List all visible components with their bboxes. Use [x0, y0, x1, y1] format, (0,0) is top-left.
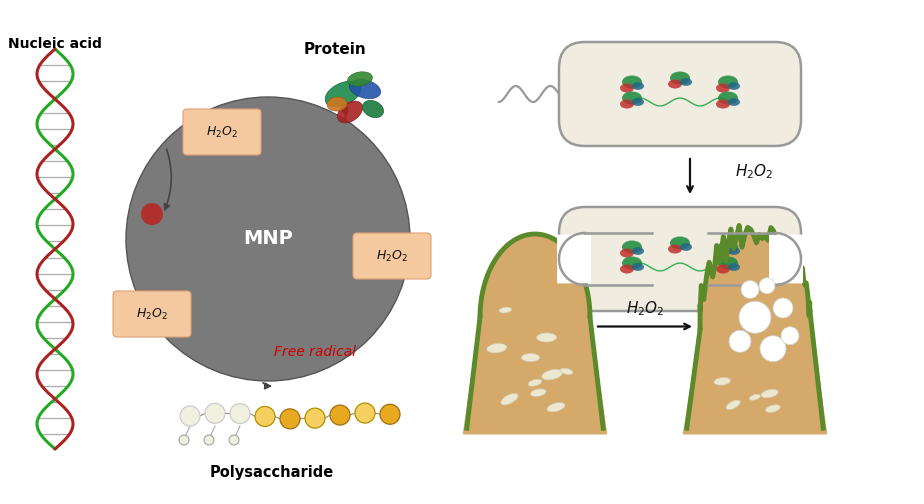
Circle shape: [204, 435, 214, 445]
Ellipse shape: [716, 265, 730, 274]
Circle shape: [229, 435, 239, 445]
Ellipse shape: [718, 92, 738, 104]
Ellipse shape: [622, 240, 642, 254]
Ellipse shape: [680, 78, 692, 86]
Ellipse shape: [632, 98, 644, 106]
Circle shape: [739, 301, 771, 333]
Ellipse shape: [761, 389, 778, 398]
Ellipse shape: [668, 80, 682, 89]
Ellipse shape: [718, 240, 738, 254]
Text: MNP: MNP: [243, 229, 293, 248]
Text: Polysaccharide: Polysaccharide: [210, 465, 334, 479]
Circle shape: [355, 403, 375, 423]
Ellipse shape: [726, 400, 740, 410]
Circle shape: [180, 406, 200, 426]
FancyArrowPatch shape: [164, 149, 171, 210]
Ellipse shape: [716, 99, 730, 108]
Text: $H_2O_2$: $H_2O_2$: [136, 306, 168, 322]
Ellipse shape: [499, 307, 512, 313]
Ellipse shape: [728, 247, 740, 255]
Ellipse shape: [622, 257, 642, 270]
FancyBboxPatch shape: [113, 291, 191, 337]
FancyBboxPatch shape: [559, 207, 801, 311]
Ellipse shape: [632, 247, 644, 255]
Ellipse shape: [718, 257, 738, 270]
Ellipse shape: [632, 263, 644, 271]
Ellipse shape: [521, 353, 540, 362]
Ellipse shape: [327, 97, 347, 111]
Text: $H_2O_2$: $H_2O_2$: [376, 248, 407, 264]
Ellipse shape: [529, 379, 541, 386]
Text: Free radical: Free radical: [274, 345, 356, 359]
Circle shape: [330, 405, 350, 425]
Circle shape: [230, 404, 250, 423]
Polygon shape: [684, 225, 826, 434]
FancyArrowPatch shape: [263, 383, 271, 389]
Ellipse shape: [547, 403, 565, 412]
Ellipse shape: [670, 72, 690, 85]
Ellipse shape: [530, 389, 546, 397]
Ellipse shape: [337, 101, 362, 123]
Text: $H_2O_2$: $H_2O_2$: [206, 124, 237, 140]
FancyBboxPatch shape: [353, 233, 431, 279]
Ellipse shape: [620, 84, 634, 93]
Ellipse shape: [620, 248, 634, 258]
Text: $H_2O_2$: $H_2O_2$: [735, 162, 773, 181]
Ellipse shape: [501, 394, 518, 405]
Ellipse shape: [537, 333, 556, 342]
Ellipse shape: [668, 244, 682, 254]
Ellipse shape: [749, 394, 760, 400]
Ellipse shape: [718, 76, 738, 89]
Circle shape: [305, 408, 325, 428]
Text: Nucleic acid: Nucleic acid: [8, 37, 102, 51]
FancyBboxPatch shape: [557, 234, 591, 283]
Ellipse shape: [714, 377, 731, 385]
Circle shape: [781, 327, 799, 345]
Ellipse shape: [487, 344, 506, 353]
Ellipse shape: [632, 82, 644, 90]
Ellipse shape: [325, 81, 361, 107]
FancyArrowPatch shape: [342, 108, 347, 120]
Circle shape: [126, 97, 410, 381]
Ellipse shape: [670, 236, 690, 249]
FancyArrowPatch shape: [390, 255, 407, 264]
Circle shape: [760, 336, 786, 362]
Circle shape: [280, 409, 300, 429]
FancyBboxPatch shape: [559, 42, 801, 146]
Circle shape: [141, 203, 163, 225]
Ellipse shape: [728, 263, 740, 271]
Ellipse shape: [620, 99, 634, 108]
Ellipse shape: [680, 243, 692, 251]
Ellipse shape: [347, 72, 372, 86]
Ellipse shape: [541, 369, 563, 380]
Ellipse shape: [362, 100, 383, 117]
Ellipse shape: [622, 92, 642, 104]
Ellipse shape: [728, 98, 740, 106]
FancyBboxPatch shape: [183, 109, 261, 155]
Ellipse shape: [620, 265, 634, 274]
Text: Protein: Protein: [304, 41, 367, 56]
Circle shape: [179, 435, 189, 445]
Ellipse shape: [349, 79, 381, 99]
FancyBboxPatch shape: [769, 234, 803, 283]
Text: $H_2O_2$: $H_2O_2$: [626, 299, 664, 318]
Ellipse shape: [622, 76, 642, 89]
Circle shape: [255, 406, 275, 426]
Circle shape: [380, 404, 400, 424]
Circle shape: [773, 298, 793, 318]
Circle shape: [205, 403, 225, 423]
Ellipse shape: [728, 82, 740, 90]
Polygon shape: [464, 234, 606, 434]
Circle shape: [741, 281, 759, 298]
Ellipse shape: [716, 84, 730, 93]
Ellipse shape: [716, 248, 730, 258]
Circle shape: [729, 330, 751, 352]
Ellipse shape: [766, 405, 780, 412]
Ellipse shape: [560, 368, 573, 374]
Circle shape: [759, 278, 775, 294]
